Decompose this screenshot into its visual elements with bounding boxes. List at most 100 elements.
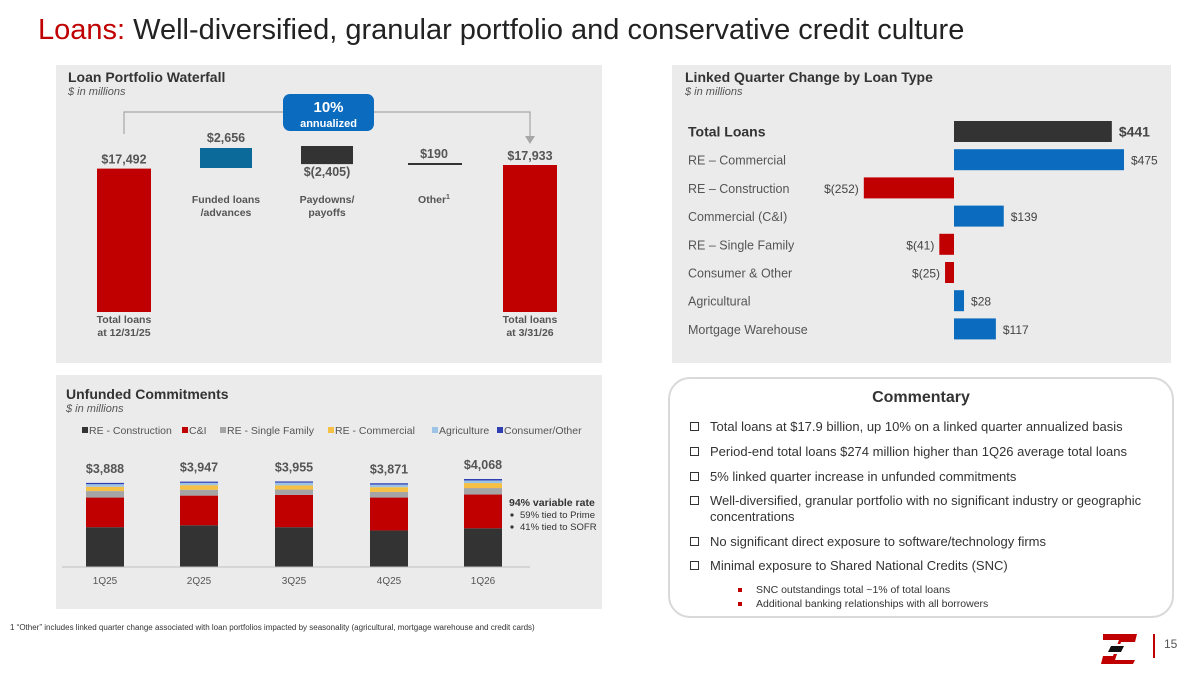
checkbox-bullet-icon (690, 561, 699, 570)
growth-badge-value: 10% (313, 99, 343, 116)
stacked-bar-segment (86, 484, 124, 487)
linked-quarter-title: Linked Quarter Change by Loan Type (685, 69, 933, 85)
stacked-bar-segment (180, 482, 218, 486)
waterfall-category-label: at 3/31/26 (506, 327, 553, 339)
legend-swatch (220, 427, 226, 433)
loan-type-label: RE – Single Family (688, 238, 795, 252)
loan-type-value-label: $(252) (824, 182, 859, 196)
checkbox-bullet-icon (690, 447, 699, 456)
commentary-item: Minimal exposure to Shared National Cred… (690, 558, 1150, 574)
linked-quarter-panel (672, 65, 1171, 363)
loan-type-value-label: $117 (1003, 323, 1029, 337)
variable-rate-item: 41% tied to SOFR (520, 522, 597, 533)
unfunded-panel (56, 375, 602, 609)
stacked-bar-segment (180, 485, 218, 490)
growth-arrow-icon (525, 136, 535, 144)
stacked-total-label: $3,955 (275, 460, 313, 474)
loan-type-value-label: $441 (1119, 124, 1150, 140)
loan-type-label: RE – Commercial (688, 154, 786, 168)
page-number-divider (1153, 634, 1155, 658)
legend-entry: Consumer/Other (504, 425, 582, 437)
loan-type-bar (863, 177, 954, 199)
waterfall-category-label: Funded loans (192, 194, 260, 206)
waterfall-title: Loan Portfolio Waterfall (68, 69, 226, 85)
x-tick-label: 4Q25 (377, 576, 402, 587)
stacked-bar-segment (180, 525, 218, 567)
stacked-bar-segment (275, 489, 313, 495)
waterfall-category-label: at 12/31/25 (97, 327, 150, 339)
legend-swatch (432, 427, 438, 433)
stacked-total-label: $3,888 (86, 462, 124, 476)
page-title-text: Well-diversified, granular portfolio and… (125, 14, 965, 46)
stacked-bar-segment (86, 482, 124, 485)
legend-swatch (497, 427, 503, 433)
legend-entry: RE - Commercial (335, 425, 415, 437)
stacked-bar-segment (275, 527, 313, 567)
legend-entry: RE - Construction (89, 425, 172, 437)
stacked-bar-segment (464, 488, 502, 495)
loan-type-bar (954, 121, 1112, 142)
page-title-accent: Loans: (38, 14, 126, 46)
waterfall-subtitle: $ in millions (68, 86, 126, 98)
square-bullet-icon (738, 588, 742, 592)
loan-type-value-label: $28 (971, 295, 991, 309)
loan-type-label: Total Loans (688, 124, 766, 140)
stacked-bar-segment (370, 491, 408, 498)
loan-type-label: Mortgage Warehouse (688, 323, 808, 337)
stacked-bar-segment (275, 494, 313, 528)
checkbox-bullet-icon (690, 422, 699, 431)
commentary-subitem: SNC outstandings total ~1% of total loan… (738, 584, 950, 596)
stacked-bar-segment (86, 486, 124, 492)
commentary-item: Total loans at $17.9 billion, up 10% on … (690, 419, 1150, 435)
stacked-bar-segment (464, 494, 502, 529)
stacked-bar-segment (86, 497, 124, 528)
waterfall-value-label: $2,656 (207, 131, 245, 145)
waterfall-category-label: Other1 (418, 194, 450, 206)
x-tick-label: 1Q26 (471, 576, 496, 587)
legend-entry: RE - Single Family (227, 425, 315, 437)
page-number: 15 (1164, 637, 1178, 651)
stacked-bar-segment (464, 480, 502, 484)
commentary-item: Well-diversified, granular portfolio wit… (690, 493, 1150, 525)
legend-entry: C&I (189, 425, 207, 437)
waterfall-value-label: $(2,405) (304, 165, 351, 179)
variable-rate-item: 59% tied to Prime (520, 510, 595, 521)
waterfall-bar-delta (200, 148, 252, 168)
waterfall-bar-total (97, 168, 151, 312)
checkbox-bullet-icon (690, 472, 699, 481)
stacked-bar-segment (180, 489, 218, 496)
square-bullet-icon (738, 602, 742, 606)
loan-type-label: Commercial (C&I) (688, 210, 787, 224)
stacked-bar-segment (275, 481, 313, 483)
waterfall-category-label: Paydowns/ (300, 194, 355, 206)
loan-type-bar (954, 318, 996, 340)
legend-swatch (328, 427, 334, 433)
footnote-marker: 1 (446, 194, 450, 201)
stacked-bar-segment (86, 527, 124, 567)
loan-type-label: Consumer & Other (688, 267, 792, 281)
waterfall-category-label: payoffs (308, 207, 346, 219)
commentary-item: Period-end total loans $274 million high… (690, 444, 1150, 460)
commentary-box: Commentary Total loans at $17.9 billion,… (668, 377, 1174, 618)
waterfall-category-label: Total loans (503, 314, 558, 326)
stacked-bar-segment (464, 479, 502, 481)
checkbox-bullet-icon (690, 537, 699, 546)
zions-logo-icon (1101, 634, 1137, 664)
page-title: Loans: Well-diversified, granular portfo… (38, 14, 964, 47)
growth-badge-label: annualized (300, 118, 357, 130)
stacked-bar-segment (370, 497, 408, 531)
stacked-total-label: $3,871 (370, 462, 408, 476)
unfunded-title: Unfunded Commitments (66, 386, 229, 402)
stacked-bar-segment (464, 483, 502, 489)
loan-type-label: RE – Construction (688, 182, 789, 196)
commentary-title: Commentary (872, 389, 970, 406)
commentary-subitem: Additional banking relationships with al… (738, 598, 988, 610)
stacked-bar-segment (370, 487, 408, 492)
legend-swatch (82, 427, 88, 433)
x-tick-label: 3Q25 (282, 576, 307, 587)
commentary-item: No significant direct exposure to softwa… (690, 534, 1150, 550)
stacked-bar-segment (180, 495, 218, 526)
